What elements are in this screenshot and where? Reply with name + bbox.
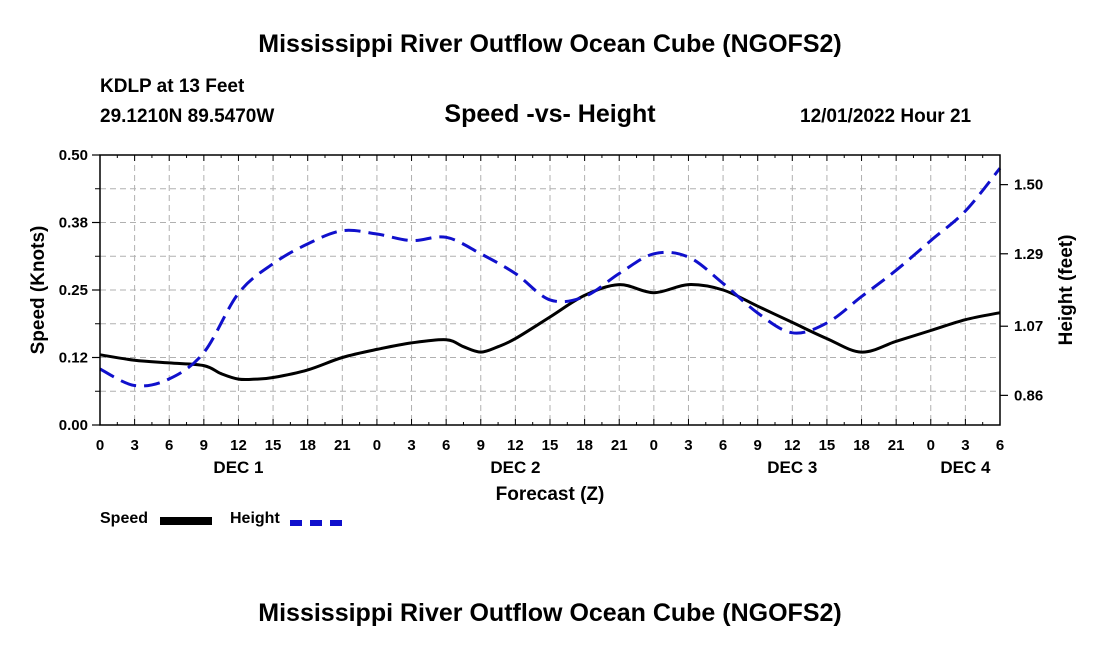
x-tick-label: 0	[650, 437, 658, 454]
chart-subtitle: Speed -vs- Height	[444, 100, 656, 128]
x-tick-label: 15	[542, 437, 559, 454]
x-tick-label: 18	[299, 437, 316, 454]
day-label: DEC 1	[213, 458, 263, 477]
x-tick-label: 6	[719, 437, 727, 454]
x-axis-label: Forecast (Z)	[496, 484, 605, 505]
axes: 0 3 6 9 12 15 18 21 0 3 6 9 12 15 18 21 0 3 6 9 12 15 18 21 0 3 6 0…	[59, 147, 1043, 477]
x-tick-label: 12	[507, 437, 524, 454]
day-label: DEC 3	[767, 458, 817, 477]
series-height-line	[99, 167, 1002, 388]
x-tick-label: 6	[996, 437, 1004, 454]
x-tick-label: 12	[230, 437, 247, 454]
x-tick-label: 0	[373, 437, 381, 454]
x-tick-label: 6	[165, 437, 173, 454]
x-tick-label: 18	[576, 437, 593, 454]
x-tick-label: 3	[961, 437, 969, 454]
y2-tick-label: 0.86	[1014, 387, 1043, 404]
x-tick-label: 0	[927, 437, 935, 454]
station-label: KDLP at 13 Feet	[100, 76, 245, 97]
series-layer	[99, 167, 1002, 388]
x-tick-label: 18	[853, 437, 870, 454]
x-tick-label: 9	[200, 437, 208, 454]
y-tick-label: 0.50	[59, 147, 88, 164]
x-tick-label: 0	[96, 437, 104, 454]
x-tick-label: 9	[754, 437, 762, 454]
x-tick-label: 21	[334, 437, 351, 454]
station-coords: 29.1210N 89.5470W	[100, 106, 275, 127]
legend-speed-swatch	[160, 517, 212, 525]
x-tick-label: 3	[684, 437, 692, 454]
x-tick-label: 3	[407, 437, 415, 454]
chart-title: Mississippi River Outflow Ocean Cube (NG…	[258, 30, 842, 58]
forecast-datetime: 12/01/2022 Hour 21	[800, 106, 972, 127]
x-tick-label: 15	[819, 437, 836, 454]
y-tick-label: 0.12	[59, 350, 88, 367]
x-tick-label: 6	[442, 437, 450, 454]
y-tick-label: 0.00	[59, 417, 88, 434]
y2-axis-label: Height (feet)	[1056, 235, 1077, 346]
day-label: DEC 2	[490, 458, 540, 477]
x-tick-label: 21	[888, 437, 905, 454]
footer-title: Mississippi River Outflow Ocean Cube (NG…	[258, 599, 842, 627]
y2-tick-label: 1.50	[1014, 177, 1043, 194]
legend-height-swatch	[290, 520, 342, 526]
y2-tick-label: 1.07	[1014, 318, 1043, 335]
y2-tick-label: 1.29	[1014, 246, 1043, 263]
y-tick-label: 0.38	[59, 215, 88, 232]
y-axis-label: Speed (Knots)	[28, 226, 49, 355]
legend-speed-label: Speed	[100, 510, 149, 527]
x-tick-label: 21	[611, 437, 628, 454]
x-tick-label: 9	[477, 437, 485, 454]
x-tick-label: 15	[265, 437, 282, 454]
legend-height-label: Height	[230, 510, 280, 527]
day-label: DEC 4	[940, 458, 991, 477]
x-tick-label: 12	[784, 437, 801, 454]
x-tick-label: 3	[130, 437, 138, 454]
series-speed-line	[99, 283, 1001, 382]
grid	[100, 155, 1000, 425]
y-tick-label: 0.25	[59, 282, 88, 299]
